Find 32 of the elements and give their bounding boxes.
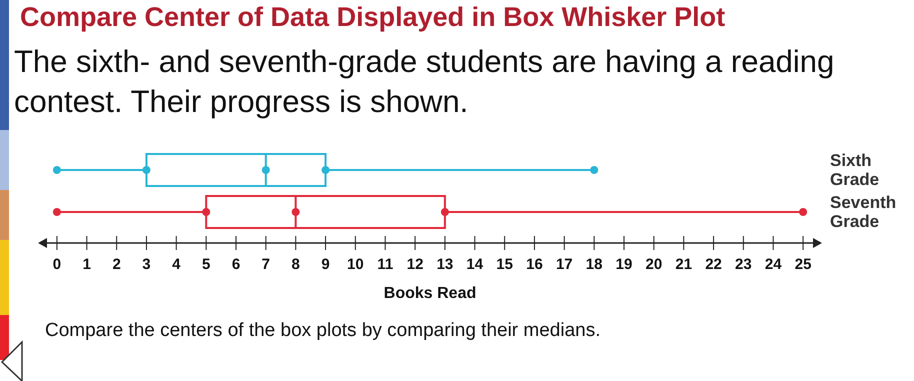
x-axis-title: Books Read [384,285,476,302]
x-tick-label: 15 [496,256,513,273]
x-tick-label: 19 [616,256,632,273]
text: Compare the centers of the box plots by comparing their medians. [45,320,601,341]
x-tick-label: 1 [82,256,91,273]
x-tick-label: 25 [794,256,812,273]
y-tick-label: Sixth Grade [830,151,880,189]
x-tick-label: 4 [172,256,182,273]
x-tick-label: 23 [735,256,752,273]
x-tick-label: 14 [466,256,484,273]
x-tick-label: 22 [705,256,722,273]
x-tick-label: 11 [377,256,394,273]
x-tick-label: 9 [321,256,330,273]
chart-title: Compare Center of Data Displayed in Box Whisker Plot [20,2,726,32]
y-tick-label: Seventh Grade [830,193,898,231]
x-tick-label: 8 [292,256,300,273]
x-tick-label: 6 [232,256,240,273]
x-tick-label: 2 [112,256,121,273]
x-tick-label: 3 [142,256,151,273]
chart-subtitle: The sixth- and seventh-grade students are having a reading contest. Their progress is shown. [14,44,834,119]
x-tick-label: 7 [262,256,270,273]
x-tick-label: 12 [406,256,424,273]
x-tick-label: 18 [586,256,602,273]
x-tick-label: 16 [526,256,543,273]
x-tick-label: 10 [347,256,364,273]
x-tick-label: 24 [764,256,782,273]
x-tick-label: 13 [436,256,454,273]
x-tick-label: 5 [202,256,210,273]
x-tick-label: 21 [675,256,692,273]
x-tick-label: 17 [556,256,573,273]
x-tick-label: 20 [646,256,662,273]
x-tick-label: 0 [52,256,62,273]
